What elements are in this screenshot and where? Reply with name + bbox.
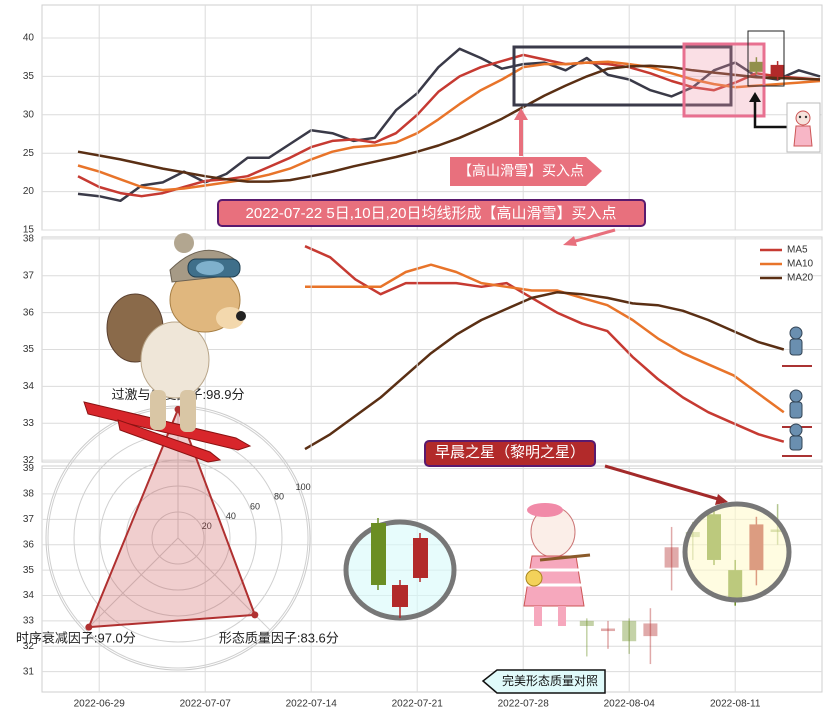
legend-label: MA20: [787, 273, 814, 284]
candle-body: [749, 61, 764, 72]
radar-point: [251, 611, 259, 619]
highlight-box: [682, 42, 766, 118]
y-tick-label: 32: [23, 455, 35, 466]
morning-star-box: [424, 440, 596, 467]
headline-arrow-head: [563, 236, 577, 246]
highlight-box: [512, 45, 733, 107]
y-tick-label: 15: [23, 225, 35, 236]
morning-star-arrow: [604, 464, 719, 501]
y-tick-label: 20: [23, 186, 35, 197]
x-tick-label: 2022-08-11: [710, 699, 761, 710]
radar-spoke: [85, 537, 179, 631]
candle-body: [770, 64, 785, 77]
line-series: [77, 53, 821, 198]
y-tick-label: 35: [23, 565, 35, 576]
y-tick-label: 37: [23, 514, 35, 525]
candle-body: [579, 620, 594, 626]
pointer-arrow: [753, 100, 787, 129]
y-tick-label: 38: [23, 489, 35, 500]
x-tick-label: 2022-06-29: [74, 699, 126, 710]
y-tick-label: 30: [23, 109, 35, 120]
y-tick-label: 40: [23, 33, 35, 44]
y-tick-label: 36: [23, 307, 35, 318]
headline-arrow: [571, 228, 616, 244]
radar-tick-label: 20: [202, 521, 212, 531]
skier-icon: [782, 326, 812, 457]
y-tick-label: 34: [23, 590, 35, 601]
compare-button: [481, 669, 606, 694]
y-tick-label: 33: [23, 418, 35, 429]
x-tick-label: 2022-07-14: [286, 699, 338, 710]
line-series: [304, 245, 785, 443]
line-series: [77, 64, 821, 183]
legend-label: MA10: [787, 259, 814, 270]
x-tick-label: 2022-07-07: [180, 699, 232, 710]
radar-label: 时序衰减因子:97.0分: [16, 631, 136, 646]
headline-box: [217, 199, 646, 227]
y-tick-label: 36: [23, 539, 35, 550]
morning-star-label: 早晨之星（黎明之星）: [435, 444, 585, 461]
y-tick-label: 33: [23, 616, 35, 627]
radar-tick-label: 60: [250, 501, 260, 511]
y-tick-label: 31: [23, 666, 35, 677]
y-tick-label: 34: [23, 381, 35, 392]
radar-point: [85, 623, 93, 631]
radar-label: 形态质量因子:83.6分: [219, 630, 339, 645]
compare-label: 完美形态质量对照: [502, 673, 598, 688]
line-series: [77, 60, 821, 192]
radar-tick-label: 40: [226, 511, 236, 521]
y-tick-label: 37: [23, 270, 35, 281]
x-tick-label: 2022-08-04: [604, 699, 656, 710]
candle-body: [643, 623, 658, 637]
candle-body: [622, 620, 637, 642]
radar-point: [174, 405, 182, 413]
compare-circle: [682, 501, 792, 603]
highlight-box: [747, 30, 785, 87]
overlay: 【高山滑雪】买入点 2022-07-22 5日,10日,20日均线形成【高山滑雪…: [83, 30, 821, 694]
portrait-icon: [793, 110, 813, 147]
line-series: [305, 263, 785, 414]
y-tick-label: 35: [23, 71, 35, 82]
candle-body: [664, 547, 679, 568]
x-tick-label: 2022-07-28: [498, 699, 550, 710]
radar-tick-label: 80: [274, 492, 284, 502]
x-tick-label: 2022-07-21: [392, 699, 444, 710]
buy-point-button: [450, 157, 602, 186]
radar-area: [87, 406, 257, 629]
y-tick-label: 39: [23, 463, 35, 474]
legend-label: MA5: [787, 245, 808, 256]
morning-star-arrow-head: [715, 494, 728, 505]
buy-point-label: 【高山滑雪】买入点: [458, 163, 584, 179]
dog-skier-illustration: [83, 233, 252, 463]
pointer-arrow-head: [749, 92, 761, 102]
radar-tick-label: 100: [296, 482, 311, 492]
pig-girl-illustration: [523, 503, 591, 626]
line-series: [77, 47, 821, 203]
headline: 2022-07-22 5日,10日,20日均线形成【高山滑雪】买入点: [246, 205, 617, 222]
y-tick-label: 25: [23, 148, 35, 159]
candle-body: [601, 628, 615, 632]
up-arrow-head: [514, 108, 528, 120]
line-series: [304, 291, 785, 451]
y-tick-label: 38: [23, 233, 35, 244]
y-tick-label: 32: [23, 641, 35, 652]
y-tick-label: 35: [23, 344, 35, 355]
ideal-pattern: [371, 518, 428, 618]
